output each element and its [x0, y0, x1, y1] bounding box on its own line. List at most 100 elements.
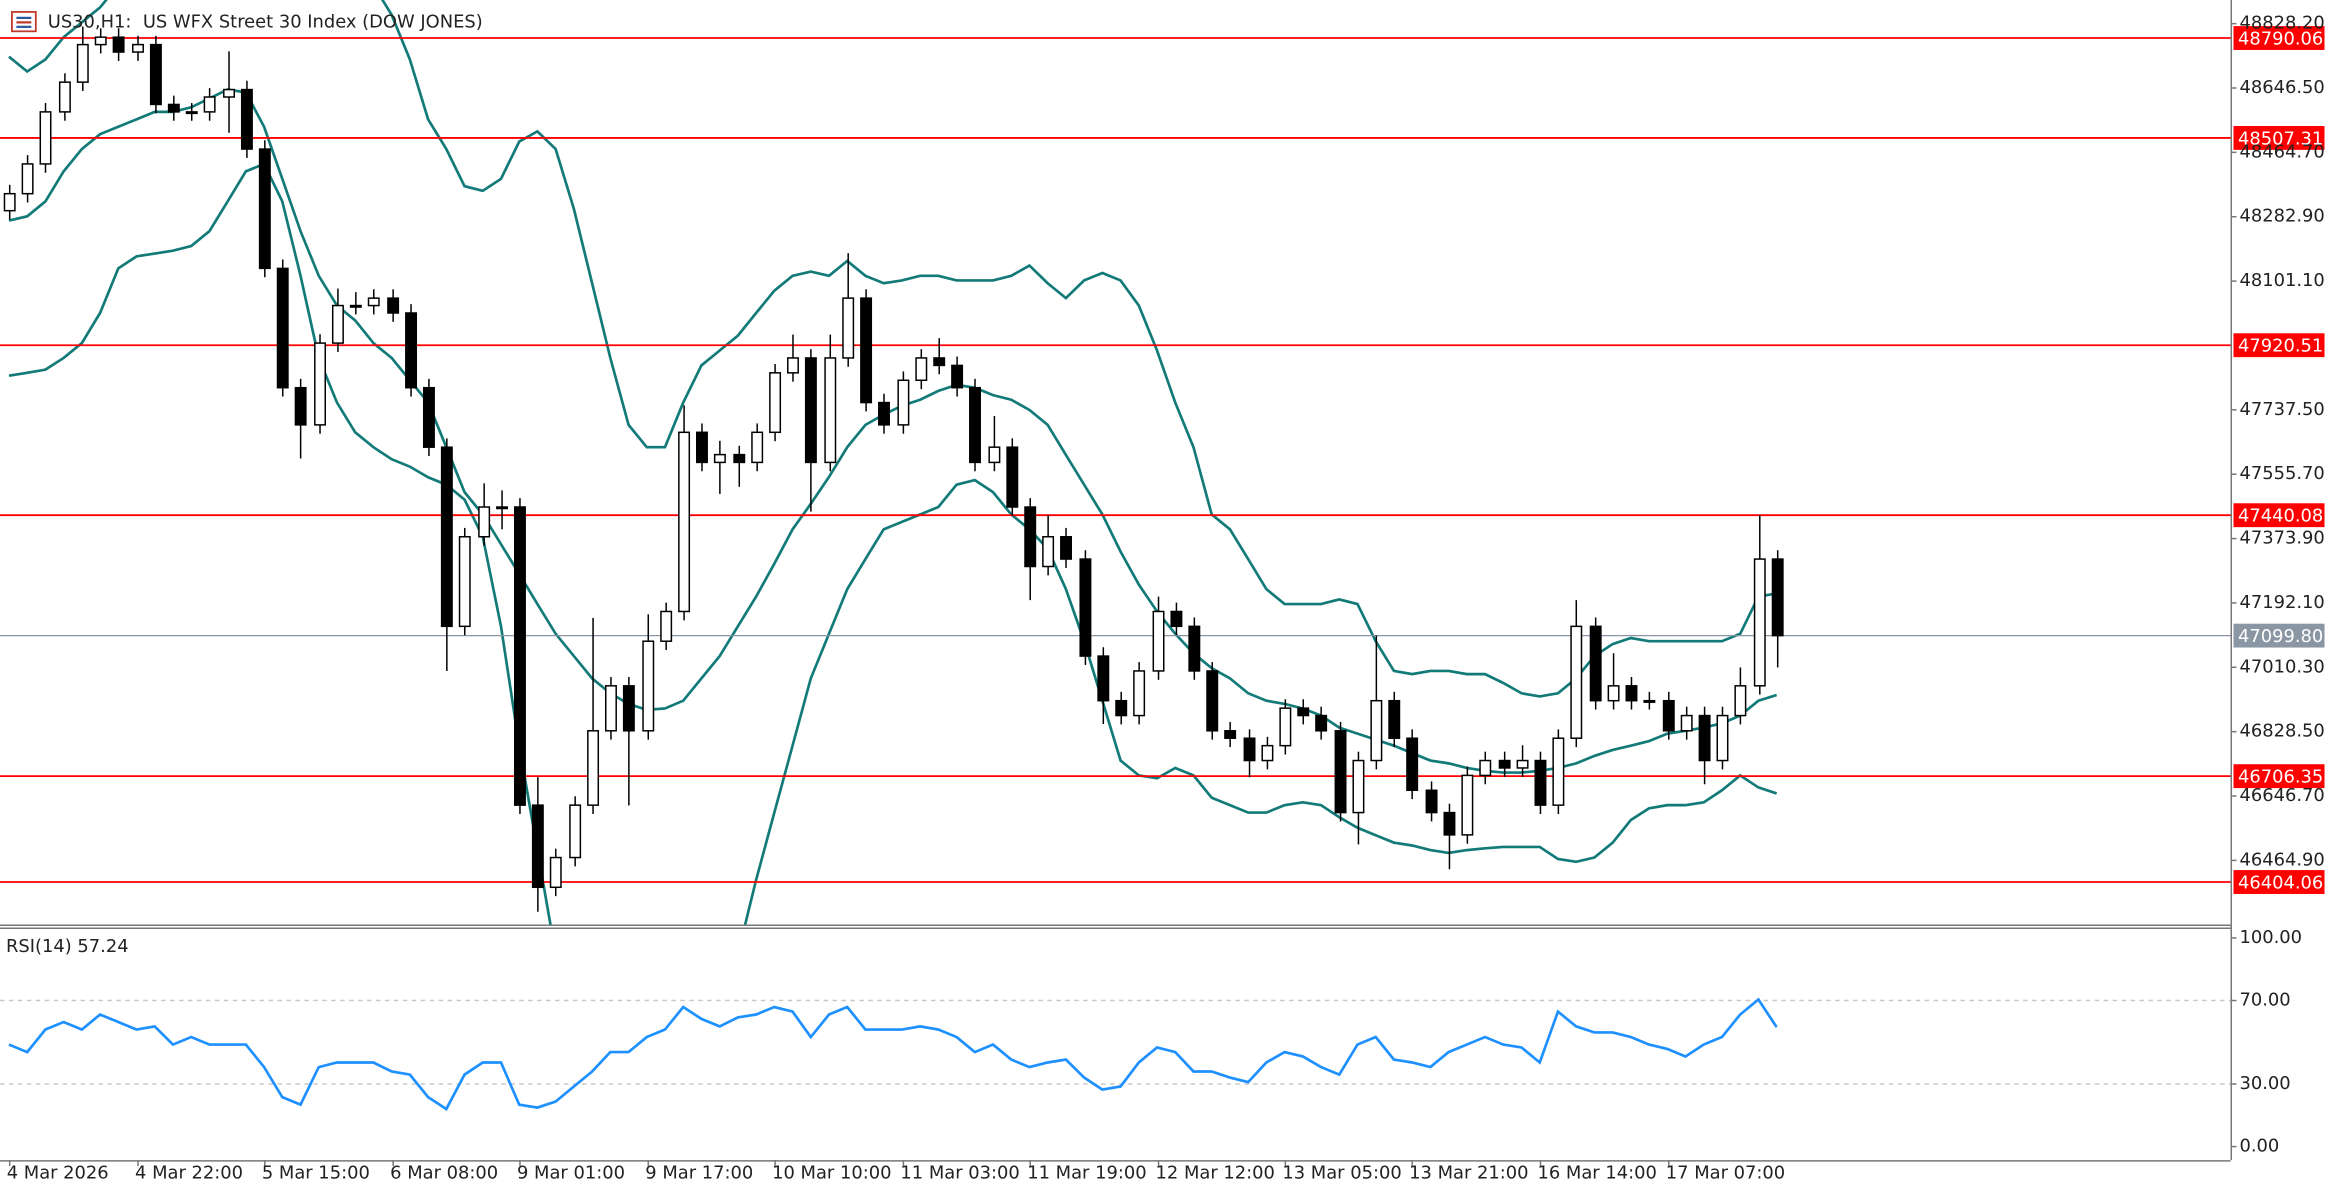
candle-body [1680, 714, 1693, 732]
candle-body [915, 357, 928, 382]
candle-body [76, 43, 89, 83]
candle-body [132, 43, 144, 53]
candle-body [1261, 744, 1274, 762]
candle-body [1570, 625, 1583, 739]
level-label-bg [2233, 333, 2325, 358]
candle-body [824, 357, 837, 464]
level-label-bg [2233, 26, 2325, 50]
x-tick-label: 5 Mar 15:00 [262, 1163, 370, 1184]
candle-body [1461, 774, 1474, 836]
candle-body [678, 431, 691, 613]
candle-body [1334, 730, 1347, 814]
band-lower [8, 162, 1778, 925]
candle-body [549, 856, 562, 889]
candle-body [951, 364, 964, 389]
level-label-bg [2233, 870, 2325, 894]
candle-body [769, 372, 782, 434]
y-tick-label: 48464.70 [2239, 141, 2324, 162]
candle-body [696, 431, 708, 464]
candle-body [314, 342, 326, 426]
x-tick-label: 6 Mar 08:00 [390, 1163, 498, 1184]
candle-body [367, 297, 380, 307]
candle-body [1315, 714, 1328, 732]
current-price-label: 47099.80 [2238, 626, 2323, 647]
candle-body [1060, 536, 1072, 560]
candle-body [294, 386, 307, 426]
candle-body [1170, 610, 1183, 628]
x-tick-label: 9 Mar 01:00 [517, 1163, 625, 1184]
candle-body [1662, 699, 1675, 732]
band-upper [8, 0, 1777, 698]
candle-body [988, 446, 1001, 464]
candle-body [1115, 699, 1128, 717]
level-label: 48790.06 [2238, 29, 2323, 50]
y-tick-label: 47010.30 [2239, 656, 2324, 677]
candle-body [1206, 670, 1219, 732]
x-tick-label: 4 Mar 2026 [7, 1163, 109, 1184]
candle-body [203, 96, 216, 113]
candle-body [440, 446, 453, 628]
candle-body [1552, 737, 1565, 806]
candle-body [39, 111, 52, 165]
candle-body [751, 431, 764, 464]
candle-body [185, 111, 198, 115]
level-label-bg [2233, 126, 2325, 150]
candle-body [405, 312, 418, 389]
y-tick-label: 47737.50 [2239, 399, 2324, 420]
candle-body [1152, 610, 1165, 672]
candle-body [860, 297, 873, 404]
candle-body [1370, 699, 1383, 762]
candle-body [387, 297, 400, 314]
candle-body [969, 386, 981, 464]
y-tick-label: 46464.90 [2239, 849, 2324, 870]
candle-body [331, 304, 344, 344]
level-label: 46404.06 [2238, 873, 2323, 894]
level-label: 48507.31 [2238, 128, 2323, 149]
candle-body [1643, 699, 1656, 703]
candle-body [1297, 707, 1310, 717]
candle-body [1133, 670, 1146, 717]
candle-body [622, 685, 635, 732]
level-label: 47440.08 [2238, 506, 2323, 527]
symbol-icon [11, 11, 37, 33]
rsi-pane [0, 997, 2231, 1111]
candle-body [112, 36, 125, 53]
rsi-title: RSI(14) 57.24 [6, 936, 129, 957]
candle-body [149, 43, 162, 106]
candle-body [422, 386, 435, 448]
axes: 48790.06 48507.31 47920.51 47440.08 46706.35… [7, 13, 2325, 1184]
level-label-bg [2233, 503, 2325, 528]
x-tick-label: 9 Mar 17:00 [645, 1163, 753, 1184]
x-tick-label: 4 Mar 22:00 [135, 1163, 243, 1184]
candle-body [349, 304, 362, 308]
candle-body [258, 148, 271, 270]
x-tick-label: 13 Mar 05:00 [1282, 1163, 1401, 1184]
candle-body [1753, 558, 1766, 687]
candle-body [58, 81, 71, 113]
candle-body [1607, 685, 1620, 702]
candle-body [1516, 759, 1529, 769]
candle-body [660, 610, 673, 642]
candle-body [513, 506, 526, 806]
candle-body [1534, 759, 1547, 806]
x-tick-label: 16 Mar 14:00 [1537, 1163, 1656, 1184]
candle-body [1589, 625, 1602, 702]
y-tick-label: 46646.70 [2239, 785, 2324, 806]
candle-body [167, 103, 180, 113]
candle-body [1734, 685, 1747, 717]
x-tick-label: 12 Mar 12:00 [1156, 1163, 1275, 1184]
candle-body [458, 536, 471, 628]
candle-body [1479, 759, 1492, 777]
candle-body [1498, 759, 1511, 769]
candle-body [1425, 789, 1438, 814]
rsi-line [8, 997, 1778, 1111]
x-tick-label: 17 Mar 07:00 [1666, 1163, 1785, 1184]
y-tick-label: 46828.50 [2239, 721, 2324, 742]
candle-body [804, 357, 817, 464]
candle-body [496, 506, 509, 510]
candle-body [1625, 685, 1638, 702]
x-tick-label: 11 Mar 19:00 [1027, 1163, 1146, 1184]
candle-body [94, 36, 107, 46]
y-tick-label: 100.00 [2239, 927, 2302, 948]
